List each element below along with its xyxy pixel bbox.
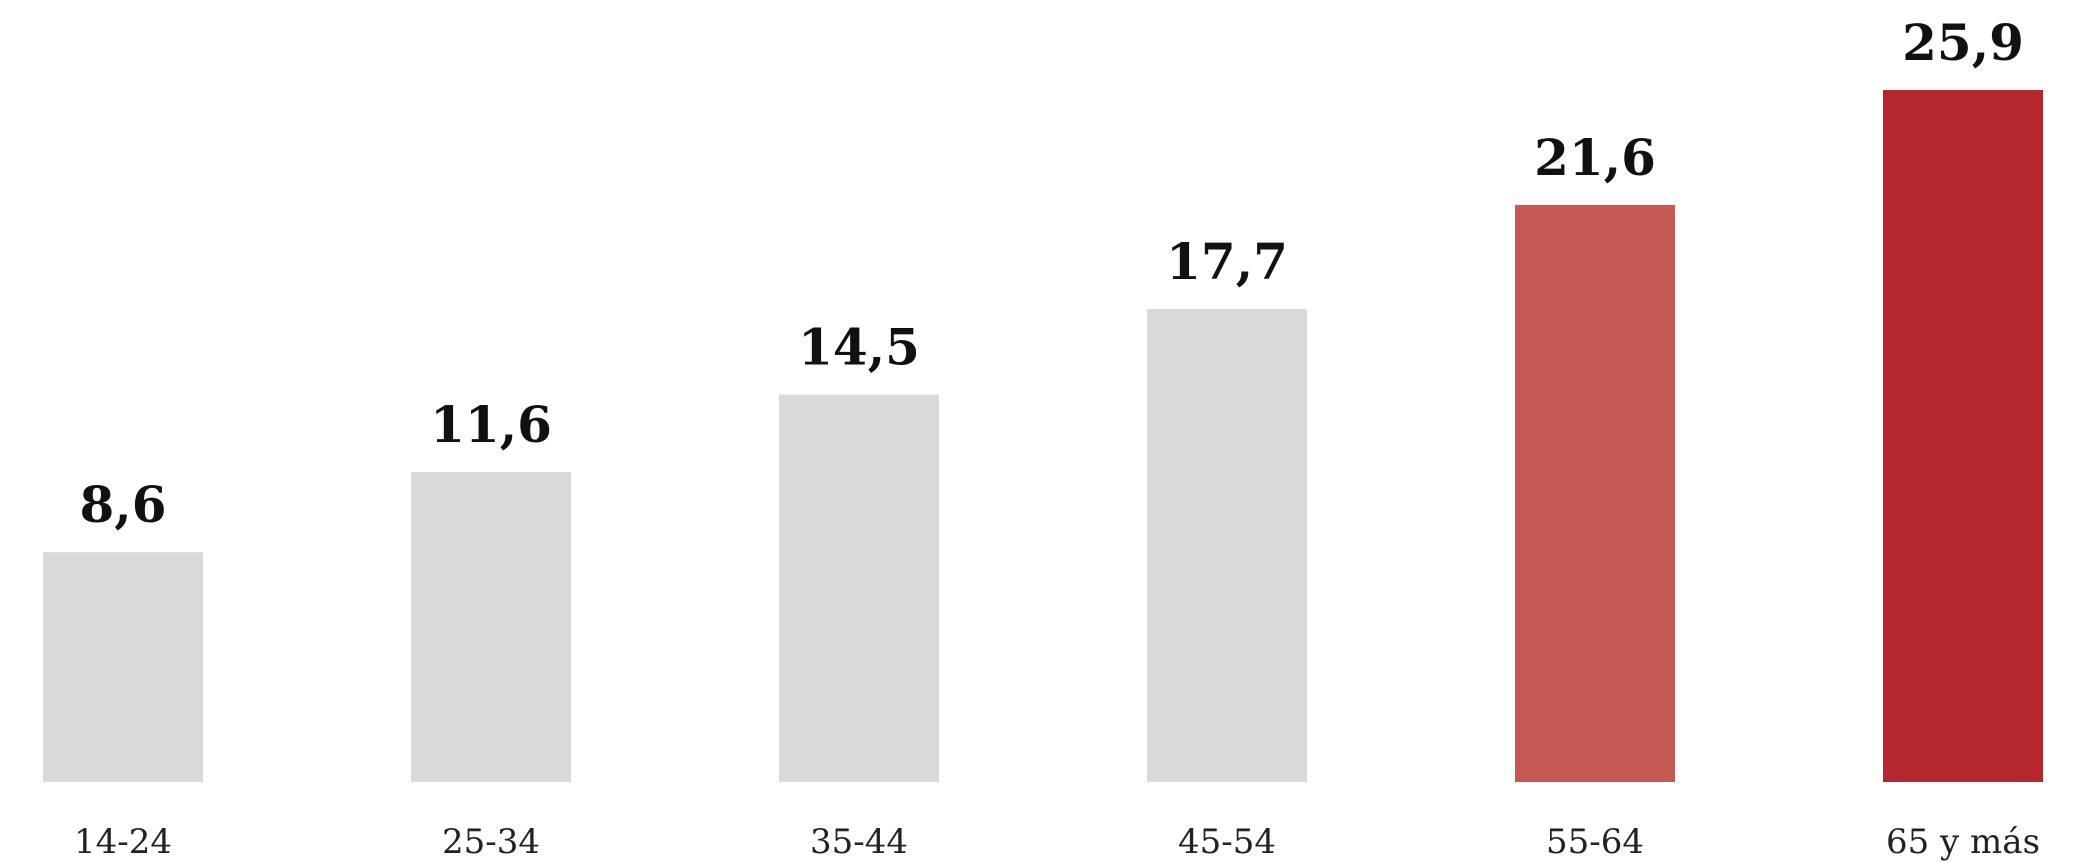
category-label-3: 35-44	[810, 822, 908, 862]
category-label-5: 55-64	[1546, 822, 1644, 862]
category-label-4: 45-54	[1178, 822, 1276, 862]
bars-group	[43, 90, 2043, 782]
category-label-1: 14-24	[74, 822, 172, 862]
value-label-6: 25,9	[1902, 13, 2024, 72]
value-label-5: 21,6	[1534, 128, 1656, 187]
category-labels-group: 14-24 25-34 35-44 45-54 55-64 65 y más	[74, 822, 2040, 862]
category-label-2: 25-34	[442, 822, 540, 862]
bar-5	[1515, 204, 1675, 782]
bar-3	[779, 394, 939, 782]
bar-1	[43, 552, 203, 782]
category-label-6: 65 y más	[1886, 822, 2040, 862]
value-label-2: 11,6	[430, 395, 552, 454]
value-label-4: 17,7	[1166, 232, 1288, 291]
value-labels-group: 8,6 11,6 14,5 17,7 21,6 25,9	[80, 13, 2024, 534]
bar-2	[411, 472, 571, 782]
value-label-3: 14,5	[798, 318, 920, 377]
bar-4	[1147, 309, 1307, 782]
bar-6	[1883, 90, 2043, 782]
value-label-1: 8,6	[80, 475, 167, 534]
